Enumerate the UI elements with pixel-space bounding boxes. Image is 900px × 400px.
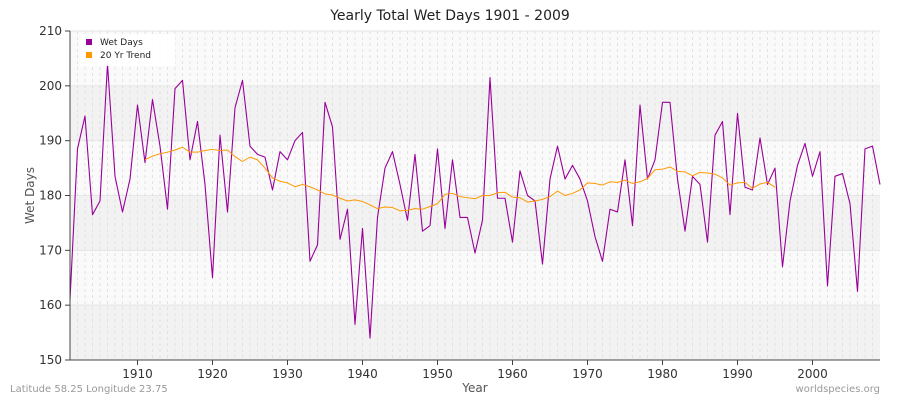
x-tick-label: 1990 (722, 367, 753, 381)
x-tick-label: 1910 (122, 367, 153, 381)
wet-days-line (69, 63, 881, 339)
location-caption: Latitude 58.25 Longitude 23.75 (10, 384, 168, 395)
y-tick-label: 200 (39, 79, 62, 93)
grid-band (70, 31, 880, 86)
x-tick-label: 1940 (347, 367, 378, 381)
x-tick-label: 2000 (797, 367, 828, 381)
vertical-grid (77, 31, 873, 360)
x-tick-label: 1980 (647, 367, 678, 381)
y-tick-label: 190 (39, 134, 62, 148)
trend-line (144, 146, 776, 212)
legend-label: 20 Yr Trend (100, 51, 151, 61)
axes: 150 160 170 180 190 200 210 1910 1920 1930 1940 195… (23, 24, 880, 395)
x-tick-label: 1960 (497, 367, 528, 381)
y-tick-label: 210 (39, 24, 62, 38)
x-tick-label: 1950 (422, 367, 453, 381)
legend: Wet Days 20 Yr Trend (80, 34, 175, 66)
y-tick-label: 170 (39, 243, 62, 257)
x-tick-label: 1970 (572, 367, 603, 381)
x-axis-label: Year (461, 381, 487, 395)
series-layer (69, 63, 881, 339)
x-tick-label: 1930 (272, 367, 303, 381)
y-tick-label: 150 (39, 353, 62, 367)
chart-title: Yearly Total Wet Days 1901 - 2009 (330, 8, 570, 24)
legend-label: Wet Days (100, 38, 143, 48)
legend-box (80, 34, 175, 66)
grid-band (70, 85, 880, 141)
legend-swatch (86, 39, 92, 45)
y-tick-label: 160 (39, 298, 62, 312)
source-credit: worldspecies.org (795, 384, 880, 395)
y-tick-label: 180 (39, 189, 62, 203)
y-axis-label: Wet Days (23, 167, 37, 224)
x-tick-label: 1920 (197, 367, 228, 381)
legend-swatch (86, 52, 92, 58)
